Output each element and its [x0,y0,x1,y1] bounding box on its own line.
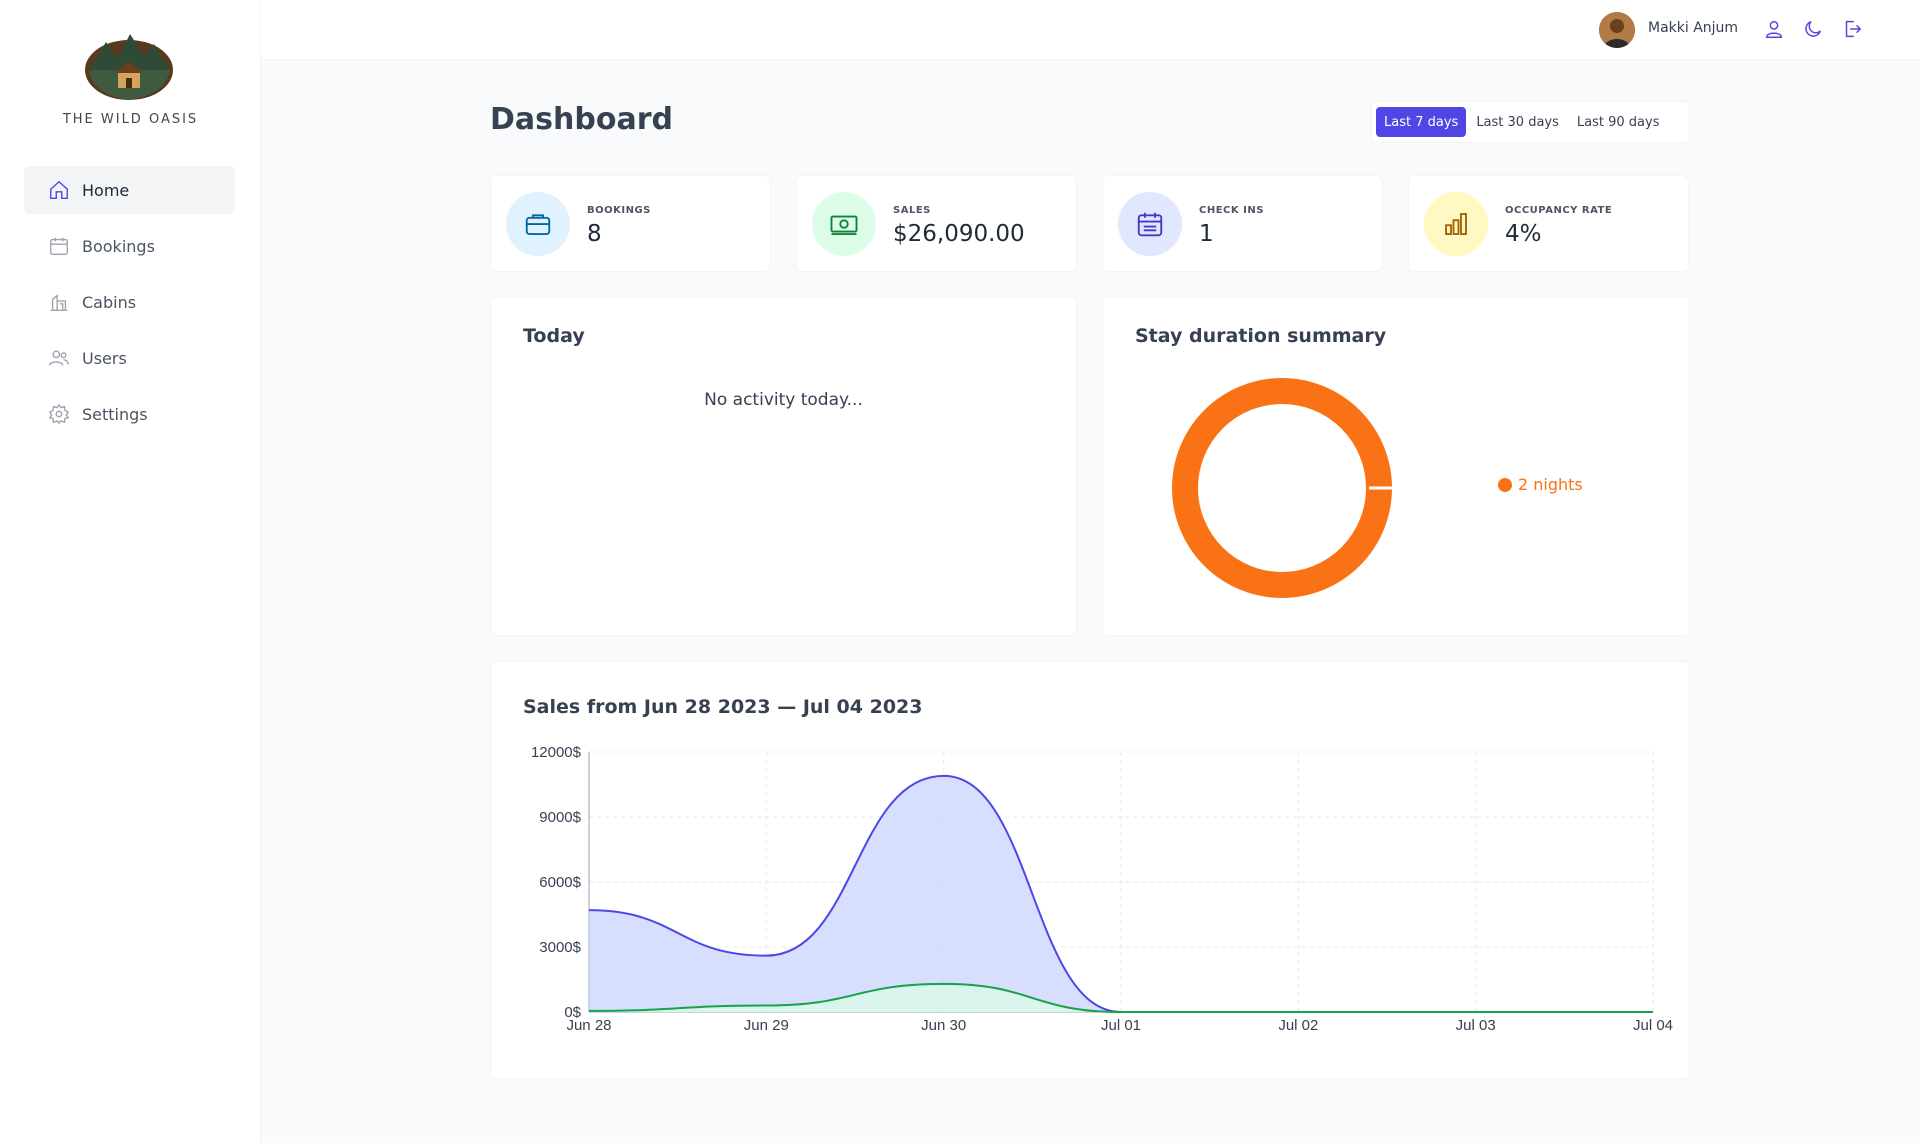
sidebar-item-label: Bookings [82,236,155,256]
sales-chart: 0$ 3000$ 6000$ 9000$ 12000$ Jun 28 Jun 29 Jun 3… [531,744,1673,1034]
calendar-days-icon [1118,192,1182,256]
y-tick-label: 0$ [564,1004,581,1021]
sales-panel: Sales from Jun 28 2023 — Jul 04 2023 0$ 3… [490,661,1690,1079]
x-tick-label: Jul 03 [1456,1017,1496,1034]
moon-icon[interactable] [1802,18,1824,40]
series-area-0 [589,775,1653,1012]
sales-title: Sales from Jun 28 2023 — Jul 04 2023 [523,696,923,718]
stay-duration-panel: Stay duration summary 2 nights [1102,297,1690,636]
stat-card-bookings: Bookings 8 [490,175,771,272]
chart-bar-icon [1424,192,1488,256]
y-tick-label: 6000$ [539,874,581,891]
stat-card-check-ins: Check ins 1 [1102,175,1383,272]
series-area-1 [589,983,1653,1012]
donut-slice-2-nights [1172,378,1392,598]
date-range-filter: Last 7 days Last 30 days Last 90 days [1371,101,1690,143]
stat-label: Check ins [1199,205,1264,216]
sidebar-item-home[interactable]: Home [24,166,235,214]
stat-card-occupancy: Occupancy rate 4% [1408,175,1689,272]
user-icon[interactable] [1763,18,1785,40]
today-panel: Today No activity today... [490,297,1077,636]
page-title: Dashboard [490,102,673,137]
x-tick-label: Jun 30 [921,1017,966,1034]
sidebar-item-label: Home [82,180,130,200]
filter-last-7-days[interactable]: Last 7 days [1376,107,1467,137]
home-icon [48,179,70,201]
sidebar-nav: Home Bookings Cabins Users Settings [24,166,235,446]
banknotes-icon [812,192,876,256]
series-line-1 [588,982,1653,1014]
sidebar-item-label: Settings [82,404,148,424]
sidebar-item-settings[interactable]: Settings [24,390,235,438]
gear-icon [48,403,70,425]
sidebar: THE WILD OASIS Home Bookings Cabins User… [0,0,261,1143]
logout-icon[interactable] [1841,18,1863,40]
stat-value: $26,090.00 [893,221,1025,247]
sidebar-item-label: Users [82,348,127,368]
today-title: Today [523,325,585,347]
donut-legend: 2 nights [1498,475,1583,494]
y-tick-label: 3000$ [539,939,581,956]
x-tick-label: Jul 02 [1278,1017,1318,1034]
avatar[interactable] [1599,12,1635,48]
filter-last-30-days[interactable]: Last 30 days [1476,114,1559,130]
briefcase-icon [506,192,570,256]
stay-duration-title: Stay duration summary [1135,325,1387,347]
cabin-icon [48,291,70,313]
filter-last-90-days[interactable]: Last 90 days [1576,114,1660,130]
calendar-icon [48,235,70,257]
x-tick-label: Jul 04 [1633,1017,1673,1034]
cabin-logo [85,34,173,100]
stat-value: 1 [1199,221,1214,247]
stat-label: Sales [893,205,931,216]
sidebar-item-users[interactable]: Users [24,334,235,382]
legend-label: 2 nights [1518,475,1583,494]
sidebar-item-cabins[interactable]: Cabins [24,278,235,326]
stat-card-sales: Sales $26,090.00 [796,175,1077,272]
legend-dot [1498,477,1512,492]
stat-label: Bookings [587,205,651,216]
user-name: Makki Anjum [1648,20,1739,36]
header: Makki Anjum [261,0,1920,60]
stat-label: Occupancy rate [1505,205,1613,216]
x-tick-label: Jun 29 [744,1017,789,1034]
stat-value: 4% [1505,221,1542,247]
stay-duration-donut [1172,378,1395,598]
y-tick-label: 9000$ [539,809,581,826]
users-icon [48,347,70,369]
stat-value: 8 [587,221,602,247]
brand-name: THE WILD OASIS [62,112,199,127]
sidebar-item-bookings[interactable]: Bookings [24,222,235,270]
no-activity-text: No activity today... [704,390,863,410]
x-tick-label: Jun 28 [566,1017,611,1034]
x-tick-label: Jul 01 [1101,1017,1141,1034]
y-tick-label: 12000$ [531,744,582,761]
sidebar-item-label: Cabins [82,292,137,312]
